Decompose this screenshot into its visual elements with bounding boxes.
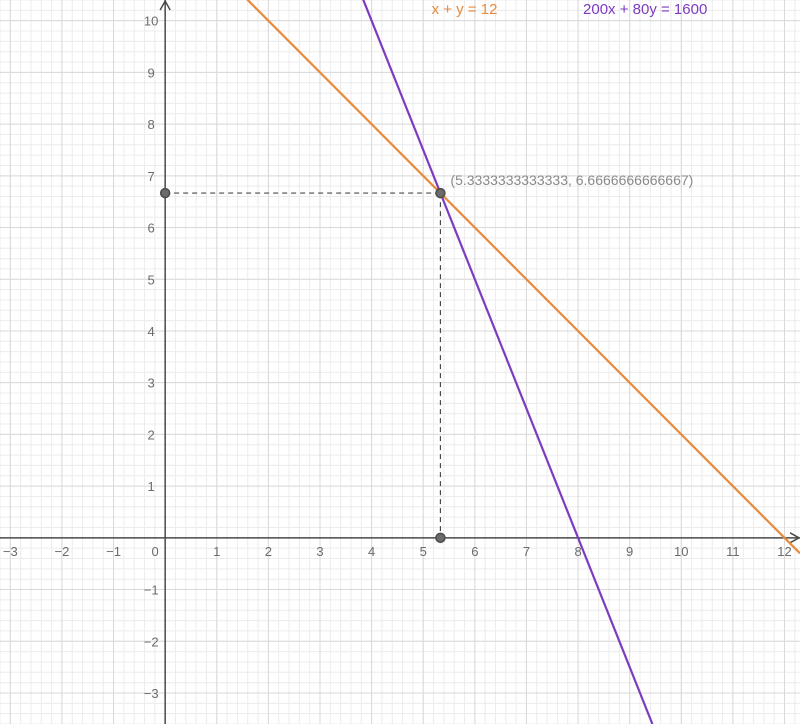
x-tick-label: 2 bbox=[265, 544, 272, 559]
y-tick-label: 3 bbox=[148, 376, 155, 391]
x-tick-label: −2 bbox=[55, 544, 70, 559]
x-tick-label: 11 bbox=[726, 544, 740, 559]
tick-labels: −3−2−1123456789101112−3−2−1123456789100 bbox=[3, 14, 792, 701]
y-tick-label: 7 bbox=[148, 169, 155, 184]
x-tick-label: 12 bbox=[777, 544, 791, 559]
x-tick-label: 7 bbox=[523, 544, 530, 559]
x-tick-label: −1 bbox=[106, 544, 121, 559]
y-tick-label: 10 bbox=[144, 14, 158, 29]
y-tick-label: 2 bbox=[148, 427, 155, 442]
equation-label-2: 200x + 80y = 1600 bbox=[583, 1, 707, 18]
equation-label-1: x + y = 12 bbox=[432, 1, 498, 18]
y-tick-label: 4 bbox=[148, 324, 155, 339]
y-tick-label: −3 bbox=[144, 686, 159, 701]
x-tick-label: 3 bbox=[316, 544, 323, 559]
y-tick-label: 6 bbox=[148, 221, 155, 236]
x-tick-label: 1 bbox=[213, 544, 220, 559]
x-tick-label: −3 bbox=[3, 544, 18, 559]
x-tick-label: 6 bbox=[471, 544, 478, 559]
x-projection-point bbox=[436, 533, 445, 542]
minor-grid bbox=[0, 0, 800, 724]
y-projection-point bbox=[161, 189, 170, 198]
x-tick-label: 4 bbox=[368, 544, 375, 559]
y-tick-label: 8 bbox=[148, 117, 155, 132]
x-tick-label: 5 bbox=[420, 544, 427, 559]
x-tick-label: 10 bbox=[674, 544, 688, 559]
y-tick-label: 5 bbox=[148, 272, 155, 287]
intersection-point bbox=[436, 189, 445, 198]
equation-labels: x + y = 12 200x + 80y = 1600 bbox=[432, 1, 708, 18]
x-tick-label: 9 bbox=[626, 544, 633, 559]
y-tick-label: −2 bbox=[144, 634, 159, 649]
intersection-label: (5.3333333333333, 6.6666666666667) bbox=[450, 172, 693, 188]
y-tick-label: 9 bbox=[148, 65, 155, 80]
coordinate-plane: −3−2−1123456789101112−3−2−1123456789100x… bbox=[0, 0, 800, 724]
origin-label: 0 bbox=[152, 544, 159, 559]
y-tick-label: −1 bbox=[144, 583, 159, 598]
y-tick-label: 1 bbox=[148, 479, 155, 494]
